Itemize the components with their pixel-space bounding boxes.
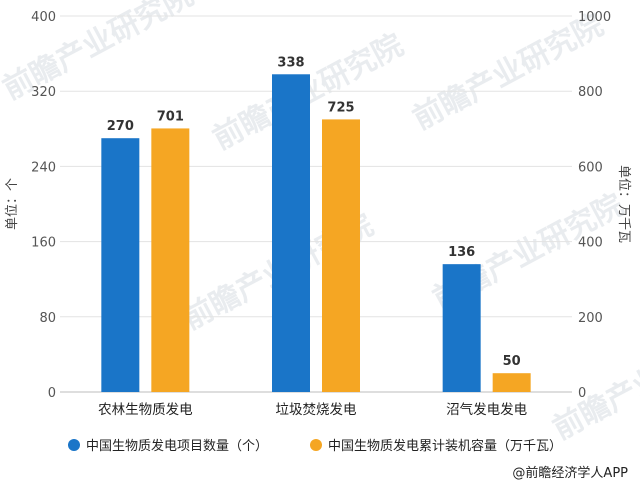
category-label: 垃圾焚烧发电: [276, 402, 357, 418]
bar-value-label: 270: [107, 119, 134, 134]
legend: 中国生物质发电项目数量（个） 中国生物质发电累计装机容量（万千瓦）: [68, 438, 562, 454]
left-axis-ticks: 0 80 160 240 320 400: [31, 10, 56, 401]
bar-value-label: 725: [327, 100, 354, 115]
right-tick-label: 0: [578, 386, 586, 401]
legend-swatch: [68, 439, 80, 451]
left-axis-title: 单位：个: [5, 178, 20, 230]
left-tick-label: 400: [31, 10, 56, 25]
watermark-text: 前瞻产业研究院: [407, 8, 609, 137]
left-tick-label: 0: [48, 386, 56, 401]
category-label: 沼气发电发电: [446, 402, 527, 418]
legend-swatch: [310, 439, 322, 451]
legend-label: 中国生物质发电累计装机容量（万千瓦）: [328, 438, 562, 454]
left-tick-label: 160: [31, 236, 56, 251]
watermark-text: 前瞻产业研究院: [547, 318, 640, 447]
legend-label: 中国生物质发电项目数量（个）: [86, 438, 268, 454]
left-tick-label: 240: [31, 160, 56, 175]
watermark-layer: 前瞻产业研究院前瞻产业研究院前瞻产业研究院前瞻产业研究院前瞻产业研究院前瞻产业研…: [0, 0, 640, 447]
source-credit: @前瞻经济学人APP: [512, 465, 628, 481]
bar: [322, 119, 360, 393]
gridlines: [60, 15, 572, 393]
right-tick-label: 1000: [578, 10, 611, 25]
bar: [272, 74, 310, 392]
bar: [101, 138, 140, 392]
bar-value-label: 136: [448, 245, 475, 260]
right-tick-label: 800: [578, 85, 603, 100]
right-tick-label: 600: [578, 160, 603, 175]
bars: [101, 74, 531, 393]
value-labels: 270 701 338 725 136 50: [107, 55, 521, 369]
bar-value-label: 50: [503, 354, 521, 369]
left-tick-label: 320: [31, 85, 56, 100]
left-tick-label: 80: [39, 311, 56, 326]
bar-value-label: 338: [277, 55, 304, 70]
bar: [151, 128, 190, 392]
right-axis-title: 单位：万千瓦: [616, 165, 631, 243]
right-tick-label: 200: [578, 311, 603, 326]
bar-value-label: 701: [157, 109, 184, 124]
bar: [442, 264, 481, 392]
category-labels: 农林生物质发电 垃圾焚烧发电 沼气发电发电: [98, 402, 527, 418]
category-label: 农林生物质发电: [98, 402, 193, 418]
bar: [492, 373, 531, 392]
right-axis-ticks: 0 200 400 600 800 1000: [578, 10, 611, 401]
right-tick-label: 400: [578, 236, 603, 251]
